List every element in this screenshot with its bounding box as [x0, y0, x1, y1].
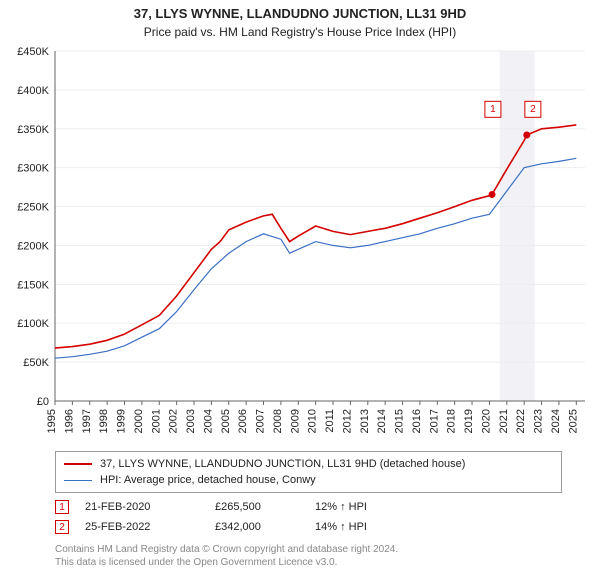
svg-text:2006: 2006	[237, 409, 249, 433]
svg-text:2002: 2002	[168, 409, 180, 433]
svg-text:£150K: £150K	[17, 279, 49, 291]
svg-text:£300K: £300K	[17, 163, 49, 175]
svg-text:2007: 2007	[255, 409, 267, 433]
svg-text:2024: 2024	[550, 409, 562, 433]
svg-text:2012: 2012	[341, 409, 353, 433]
svg-text:£450K: £450K	[17, 46, 49, 58]
svg-text:1: 1	[490, 104, 496, 115]
sale-price: £265,500	[215, 501, 315, 513]
legend-swatch-red	[64, 463, 92, 465]
line-chart-svg: £0 £50K £100K £150K £200K £250K £300K £350K £400…	[0, 45, 600, 445]
svg-text:£400K: £400K	[17, 85, 49, 97]
svg-text:1999: 1999	[116, 409, 128, 433]
svg-text:2011: 2011	[324, 409, 336, 433]
sale-price: £342,000	[215, 521, 315, 533]
svg-text:2001: 2001	[150, 409, 162, 433]
svg-text:2010: 2010	[307, 409, 319, 433]
svg-text:2020: 2020	[480, 409, 492, 433]
svg-text:2013: 2013	[359, 409, 371, 433]
svg-text:£350K: £350K	[17, 124, 49, 136]
svg-text:£250K: £250K	[17, 202, 49, 214]
svg-text:2018: 2018	[446, 409, 458, 433]
svg-text:2003: 2003	[185, 409, 197, 433]
svg-text:2025: 2025	[567, 409, 579, 433]
sale-marker-icon: 1	[55, 500, 69, 514]
svg-text:2022: 2022	[515, 409, 527, 433]
legend-item-property: 37, LLYS WYNNE, LLANDUDNO JUNCTION, LL31…	[64, 456, 553, 472]
sale-pct: 14% ↑ HPI	[315, 521, 405, 533]
svg-text:2016: 2016	[411, 409, 423, 433]
footnote-line: Contains HM Land Registry data © Crown c…	[55, 544, 398, 555]
sales-row: 1 21-FEB-2020 £265,500 12% ↑ HPI	[55, 497, 562, 517]
svg-text:2021: 2021	[498, 409, 510, 433]
svg-text:1997: 1997	[81, 409, 93, 433]
svg-text:2023: 2023	[533, 409, 545, 433]
svg-text:1995: 1995	[46, 409, 58, 433]
legend-label: 37, LLYS WYNNE, LLANDUDNO JUNCTION, LL31…	[100, 458, 465, 470]
svg-text:£200K: £200K	[17, 240, 49, 252]
svg-text:£0: £0	[37, 396, 49, 408]
svg-text:2015: 2015	[394, 409, 406, 433]
sale-date: 25-FEB-2022	[85, 521, 215, 533]
svg-text:2017: 2017	[428, 409, 440, 433]
svg-text:1998: 1998	[98, 409, 110, 433]
sale-date: 21-FEB-2020	[85, 501, 215, 513]
legend-swatch-blue	[64, 480, 92, 481]
svg-text:2000: 2000	[133, 409, 145, 433]
footnote-line: This data is licensed under the Open Gov…	[55, 557, 337, 568]
svg-text:2: 2	[530, 104, 536, 115]
sale-pct: 12% ↑ HPI	[315, 501, 405, 513]
svg-text:£50K: £50K	[23, 357, 49, 369]
chart-subtitle: Price paid vs. HM Land Registry's House …	[0, 21, 600, 45]
svg-text:2005: 2005	[220, 409, 232, 433]
svg-text:2014: 2014	[376, 409, 388, 433]
svg-text:£100K: £100K	[17, 318, 49, 330]
legend-item-hpi: HPI: Average price, detached house, Conw…	[64, 472, 553, 488]
svg-text:2008: 2008	[272, 409, 284, 433]
legend: 37, LLYS WYNNE, LLANDUDNO JUNCTION, LL31…	[55, 451, 562, 493]
svg-text:2009: 2009	[289, 409, 301, 433]
legend-label: HPI: Average price, detached house, Conw…	[100, 474, 316, 486]
sales-row: 2 25-FEB-2022 £342,000 14% ↑ HPI	[55, 517, 562, 537]
sale-marker-icon: 2	[55, 520, 69, 534]
footnote: Contains HM Land Registry data © Crown c…	[55, 543, 562, 569]
chart-area: £0 £50K £100K £150K £200K £250K £300K £350K £400…	[0, 45, 600, 445]
svg-text:2019: 2019	[463, 409, 475, 433]
sales-table: 1 21-FEB-2020 £265,500 12% ↑ HPI 2 25-FE…	[55, 497, 562, 537]
svg-text:1996: 1996	[63, 409, 75, 433]
chart-title: 37, LLYS WYNNE, LLANDUDNO JUNCTION, LL31…	[0, 0, 600, 21]
svg-text:2004: 2004	[202, 409, 214, 433]
